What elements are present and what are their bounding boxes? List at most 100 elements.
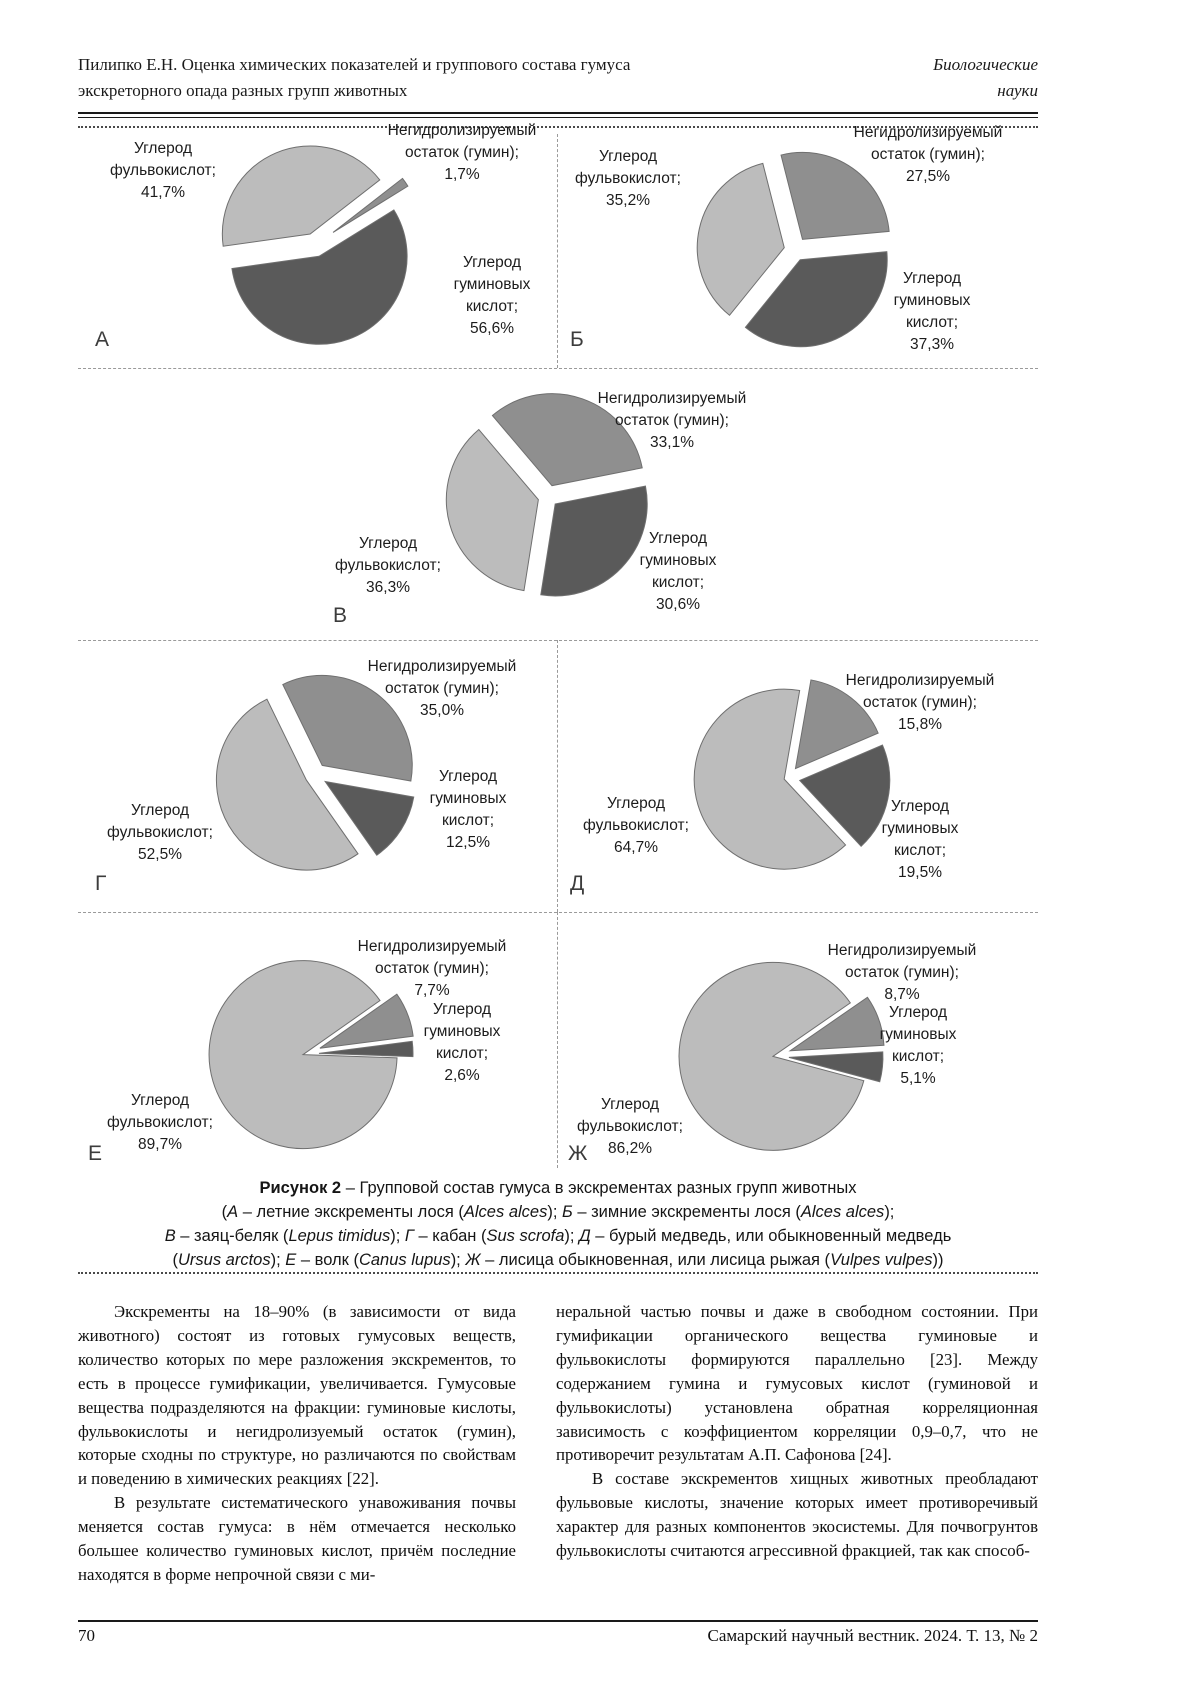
pie-slice-Ж-1	[788, 996, 885, 1052]
pie-slice-label-В-0: Углерод фульвокислот; 36,3%	[335, 535, 441, 596]
caption-segment: А	[227, 1203, 239, 1221]
footer-page-number: 70	[78, 1626, 95, 1645]
pie-slice-label-Г-2: Углерод гуминовых кислот; 12,5%	[429, 768, 507, 851]
figure-bottom-dotted-rule	[78, 1272, 1038, 1274]
body-column-right: неральной частью почвы и даже в свободно…	[556, 1300, 1038, 1563]
caption-segment: – заяц-беляк (	[175, 1227, 289, 1245]
caption-segment: – лисица обыкновенная, или лисица рыжая …	[480, 1251, 831, 1269]
caption-segment: Canus lupus	[358, 1251, 451, 1269]
header-author-title: Пилипко Е.Н. Оценка химических показател…	[78, 52, 778, 104]
header-line-2: экскреторного опада разных групп животны…	[78, 81, 408, 100]
pie-slice-label-Б-2: Углерод гуминовых кислот; 37,3%	[893, 270, 971, 353]
pie-slice-Б-0	[696, 162, 785, 316]
caption-segment: Д	[579, 1227, 591, 1245]
pie-slice-Г-1	[282, 674, 413, 782]
caption-segment: – кабан (	[413, 1227, 487, 1245]
pie-slice-А-1	[332, 177, 409, 233]
caption-segment: Lepus timidus	[288, 1227, 391, 1245]
pie-letter-Е: Е	[88, 1142, 103, 1165]
caption-segment: );	[270, 1251, 286, 1269]
pie-slice-Е-0	[208, 960, 398, 1150]
pie-slice-А-0	[221, 145, 381, 247]
header-line-1: Пилипко Е.Н. Оценка химических показател…	[78, 55, 631, 74]
pie-slice-label-Е-0: Углерод фульвокислот; 89,7%	[107, 1092, 213, 1153]
header-rule	[78, 112, 1038, 118]
pie-slice-Ж-0	[678, 961, 865, 1151]
pie-letter-А: А	[95, 328, 110, 351]
body-paragraph: В результате систематического унавоживан…	[78, 1493, 516, 1584]
pie-chart-Г	[215, 674, 415, 871]
pie-slice-label-А-1: Негидролизируемый остаток (гумин); 1,7%	[387, 122, 537, 183]
figure-divider-vertical-row1	[557, 134, 558, 368]
caption-segment: – бурый медведь, или обыкновенный медвед…	[590, 1227, 952, 1245]
pie-chart-Е	[208, 960, 414, 1150]
pie-slice-Б-1	[780, 151, 890, 240]
pie-slice-Е-1	[319, 993, 414, 1049]
pie-slice-label-Ж-2: Углерод гуминовых кислот; 5,1%	[879, 1004, 957, 1087]
caption-segment: );	[450, 1251, 466, 1269]
caption-segment: (	[172, 1251, 178, 1269]
pie-chart-Ж	[678, 961, 885, 1151]
caption-segment: Г	[404, 1227, 414, 1245]
header-section-line-1: Биологические	[933, 55, 1038, 74]
pie-slice-Г-0	[215, 698, 359, 871]
pie-chart-В	[445, 393, 648, 597]
pie-slice-Ж-2	[788, 1051, 884, 1083]
pie-slice-Д-1	[794, 679, 879, 770]
pie-slice-В-2	[540, 485, 648, 597]
caption-line-2: (А – летние экскременты лося (Alces alce…	[78, 1200, 1038, 1224]
caption-segment: Б	[562, 1203, 573, 1221]
figure-divider-row3-row4	[78, 912, 1038, 913]
caption-line-4: (Ursus arctos); Е – волк (Canus lupus); …	[78, 1248, 1038, 1272]
pie-slice-Б-2	[744, 251, 888, 348]
pie-chart-А	[221, 145, 409, 345]
header-section: Биологические науки	[738, 52, 1038, 104]
figure-divider-row1-row2	[78, 368, 1038, 369]
pie-slice-label-Е-2: Углерод гуминовых кислот; 2,6%	[423, 1001, 501, 1084]
pie-slice-label-Б-1: Негидролизируемый остаток (гумин); 27,5%	[853, 124, 1003, 185]
caption-segment: Vulpes vulpes	[830, 1251, 933, 1269]
pie-slice-label-Ж-0: Углерод фульвокислот; 86,2%	[577, 1096, 683, 1157]
body-paragraph: Экскременты на 18–90% (в зависимости от …	[78, 1302, 516, 1489]
pie-slice-label-Б-0: Углерод фульвокислот; 35,2%	[575, 148, 681, 209]
caption-segment: – зимние экскременты лося (	[572, 1203, 801, 1221]
caption-line-3: В – заяц-беляк (Lepus timidus); Г – каба…	[78, 1224, 1038, 1248]
pie-slice-label-Е-1: Негидролизируемый остаток (гумин); 7,7%	[357, 938, 507, 999]
pie-slice-label-В-1: Негидролизируемый остаток (гумин); 33,1%	[597, 390, 747, 451]
caption-segment: );	[547, 1203, 563, 1221]
caption-segment: (	[221, 1203, 228, 1221]
caption-segment: Ursus arctos	[177, 1251, 271, 1269]
caption-segment: Рисунок 2	[259, 1179, 342, 1197]
caption-segment: Alces alces	[800, 1203, 885, 1221]
body-paragraph: В составе экскрементов хищных животных п…	[556, 1469, 1038, 1561]
caption-segment: Sus scrofa	[486, 1227, 565, 1245]
caption-segment: – волк (	[296, 1251, 359, 1269]
body-column-left: Экскременты на 18–90% (в зависимости от …	[78, 1300, 516, 1587]
pie-slice-label-Д-0: Углерод фульвокислот; 64,7%	[583, 795, 689, 856]
pie-slice-label-Ж-1: Негидролизируемый остаток (гумин); 8,7%	[827, 942, 977, 1003]
caption-segment: );	[884, 1203, 895, 1221]
footer-rule	[78, 1620, 1038, 1622]
pie-slice-Е-2	[318, 1040, 414, 1058]
figure-divider-vertical-row4	[557, 912, 558, 1168]
footer-journal: Самарский научный вестник. 2024. Т. 13, …	[707, 1626, 1039, 1645]
pie-letter-Б: Б	[570, 328, 584, 351]
pie-slice-label-Г-0: Углерод фульвокислот; 52,5%	[107, 802, 213, 863]
figure-top-dotted-rule	[78, 126, 1038, 128]
pie-slice-label-А-2: Углерод гуминовых кислот; 56,6%	[453, 254, 531, 337]
figure-caption: Рисунок 2 – Групповой состав гумуса в эк…	[78, 1176, 1038, 1272]
pie-letter-Г: Г	[95, 872, 107, 895]
pie-slice-Д-2	[798, 744, 891, 848]
figure-divider-vertical-row3	[557, 640, 558, 912]
pie-chart-Б	[696, 151, 890, 348]
pie-letter-Д: Д	[570, 872, 585, 895]
pie-slice-В-0	[445, 428, 539, 592]
caption-segment: Ж	[465, 1251, 481, 1269]
caption-segment: Alces alces	[463, 1203, 548, 1221]
pie-slice-Г-2	[324, 780, 415, 856]
pie-letter-Ж: Ж	[568, 1142, 588, 1165]
pie-chart-Д	[693, 679, 891, 870]
pie-slice-label-Д-1: Негидролизируемый остаток (гумин); 15,8%	[845, 672, 995, 733]
pie-letter-В: В	[333, 604, 348, 627]
caption-segment: );	[390, 1227, 405, 1245]
